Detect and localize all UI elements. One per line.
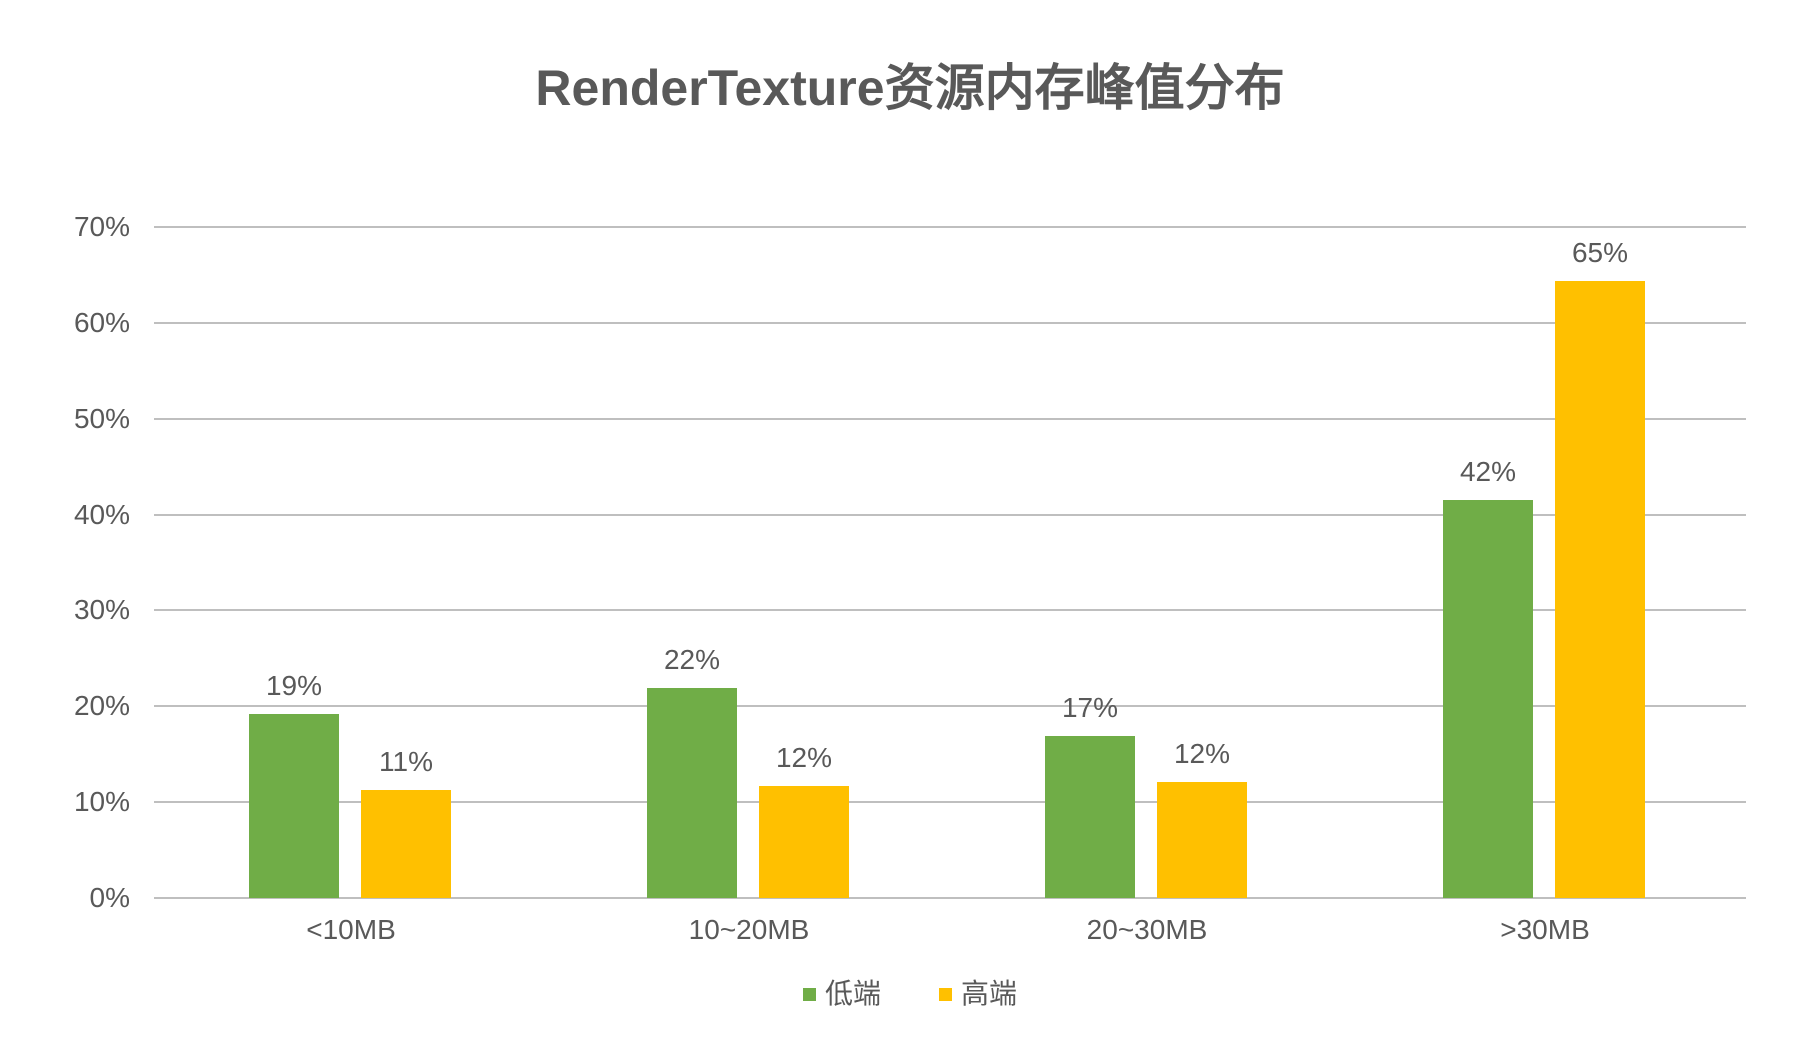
- x-axis-category-label: 10~20MB: [688, 914, 810, 945]
- bar-high-end: [361, 789, 451, 898]
- y-axis-tick-label: 10%: [73, 786, 130, 818]
- gridline: [154, 801, 1746, 804]
- x-axis-category-label: 20~30MB: [1086, 914, 1208, 945]
- legend-item-high-end: 高端: [939, 976, 1017, 1012]
- x-axis-category-label: >30MB: [1500, 914, 1590, 945]
- gridline: [154, 897, 1746, 899]
- y-axis-tick-label: 50%: [73, 402, 130, 434]
- gridline: [154, 226, 1746, 228]
- gridline: [154, 705, 1746, 708]
- data-label: 65%: [1571, 236, 1629, 268]
- bar-high-end: [1157, 782, 1247, 898]
- legend-label: 低端: [824, 978, 881, 1009]
- legend-swatch-icon: [802, 987, 816, 1001]
- y-axis-tick-label: 20%: [73, 690, 130, 722]
- x-axis-category-label: <10MB: [306, 914, 396, 945]
- data-label: 12%: [1173, 738, 1231, 769]
- bar-low-end: [1443, 500, 1533, 898]
- bar-low-end: [249, 713, 339, 898]
- legend-swatch-icon: [939, 987, 952, 1001]
- gridline: [154, 417, 1746, 420]
- y-axis-tick-label: 30%: [73, 594, 130, 626]
- data-label: 17%: [1061, 692, 1119, 723]
- bar-low-end: [1045, 736, 1135, 898]
- legend-item-low-end: 低端: [802, 976, 881, 1012]
- data-label: 11%: [379, 745, 433, 777]
- y-axis-tick-label: 60%: [73, 306, 130, 338]
- bar-high-end: [759, 785, 849, 898]
- data-label: 22%: [663, 644, 721, 676]
- bar-high-end: [1555, 280, 1645, 898]
- legend: 低端 高端: [0, 976, 1820, 1012]
- y-axis-tick-label: 70%: [73, 211, 130, 242]
- data-label: 12%: [775, 741, 833, 773]
- y-axis-tick-label: 40%: [73, 498, 130, 530]
- data-label: 19%: [265, 669, 323, 701]
- data-label: 42%: [1459, 456, 1517, 488]
- chart-title: RenderTexture资源内存峰值分布: [535, 60, 1285, 116]
- legend-label: 高端: [961, 978, 1018, 1009]
- gridline: [154, 321, 1746, 324]
- gridline: [154, 513, 1746, 516]
- gridline: [154, 609, 1746, 612]
- y-axis-tick-label: 0%: [89, 882, 130, 913]
- bar-low-end: [647, 688, 737, 898]
